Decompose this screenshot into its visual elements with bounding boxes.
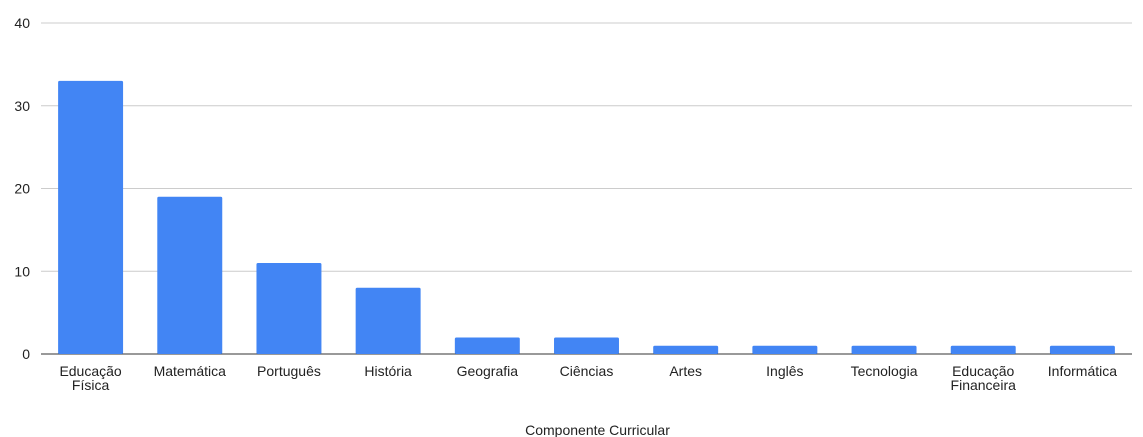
x-category-label-7: Artes <box>669 363 702 379</box>
bar-5 <box>454 337 520 354</box>
x-category-label-1: Educação Física <box>59 363 121 393</box>
x-category-label-4: História <box>364 363 412 379</box>
bar-9 <box>851 345 917 354</box>
y-tick-label-30: 30 <box>14 98 30 114</box>
bar-4 <box>355 287 421 354</box>
bar-3 <box>256 262 322 354</box>
grid-layer <box>41 22 1132 355</box>
y-tick-label-0: 0 <box>22 346 30 362</box>
x-category-label-3: Português <box>257 363 321 379</box>
bar-6 <box>554 337 619 354</box>
y-tick-label-40: 40 <box>14 15 30 31</box>
x-axis-title: Componente Curricular <box>525 422 670 437</box>
x-category-label-5: Geografia <box>457 363 519 379</box>
x-axis-categories: Educação Física Matemática Português Históri… <box>59 363 1117 393</box>
bar-8 <box>752 345 818 354</box>
bar-7 <box>653 345 719 354</box>
y-tick-label-20: 20 <box>14 181 30 197</box>
x-category-label-6: Ciências <box>560 363 614 379</box>
bar-1 <box>58 80 124 355</box>
y-tick-label-10: 10 <box>14 263 30 279</box>
bar-10 <box>950 345 1016 354</box>
x-category-label-9: Tecnologia <box>851 363 918 379</box>
x-category-label-11: Informática <box>1048 363 1117 379</box>
bar-2 <box>157 196 223 354</box>
y-axis-ticks: 0 10 20 30 40 <box>14 15 30 362</box>
bar-11 <box>1049 345 1115 354</box>
bar-layer <box>58 80 1115 355</box>
x-category-label-2: Matemática <box>154 363 227 379</box>
x-category-label-10: Educação Financeira <box>951 363 1017 393</box>
x-category-label-8: Inglês <box>766 363 803 379</box>
